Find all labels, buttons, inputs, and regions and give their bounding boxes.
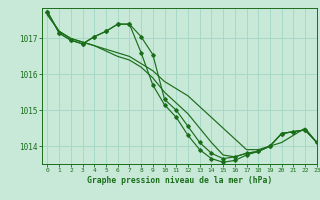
X-axis label: Graphe pression niveau de la mer (hPa): Graphe pression niveau de la mer (hPa) [87,176,272,185]
